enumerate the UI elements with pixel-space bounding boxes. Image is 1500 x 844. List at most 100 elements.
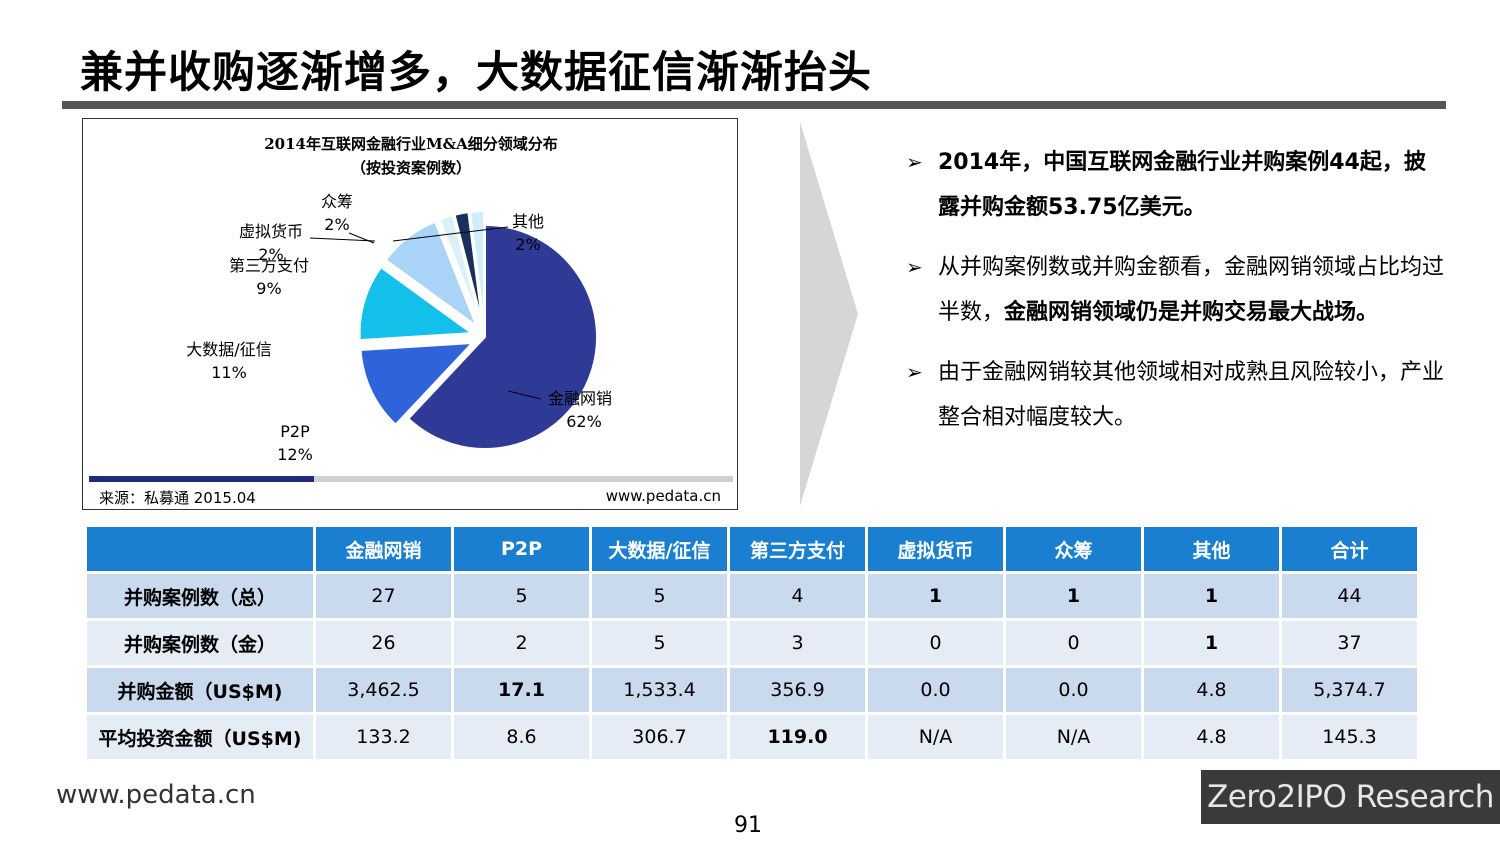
table-cell: 0.0 <box>868 668 1003 712</box>
slice-percent-label: 9% <box>256 279 281 298</box>
table-cell: 306.7 <box>592 715 727 759</box>
page-number: 91 <box>734 813 762 838</box>
table-cell: 1 <box>1144 574 1279 618</box>
row-header: 并购案例数（金） <box>87 621 313 665</box>
column-header: P2P <box>454 527 589 571</box>
bullet-item: ➢ 由于金融网销较其他领域相对成熟且风险较小，产业整合相对幅度较大。 <box>906 350 1446 440</box>
table-cell: 5 <box>592 621 727 665</box>
slice-percent-label: 2% <box>258 245 283 264</box>
table-cell: 5 <box>454 574 589 618</box>
chart-title: 2014年互联网金融行业M&A细分领域分布 <box>264 135 558 153</box>
table-cell: 27 <box>316 574 451 618</box>
table-cell: 1,533.4 <box>592 668 727 712</box>
bullet-text: 从并购案例数或并购金额看，金融网销领域占比均过半数， <box>938 255 1445 325</box>
pie-slice <box>468 210 486 324</box>
table-cell: 37 <box>1282 621 1417 665</box>
table-cell: 1 <box>868 574 1003 618</box>
slice-percent-label: 2% <box>515 235 540 254</box>
slice-label: 大数据/征信 <box>186 340 271 359</box>
bullet-list: ➢ 2014年，中国互联网金融行业并购案例44起，披露并购金额53.75亿美元。 ➢… <box>906 140 1446 455</box>
table-cell: 356.9 <box>730 668 865 712</box>
table-cell: N/A <box>868 715 1003 759</box>
table-cell: 4.8 <box>1144 715 1279 759</box>
column-header: 第三方支付 <box>730 527 865 571</box>
table-cell: 5 <box>592 574 727 618</box>
bullet-text: 金融网销领域仍是并购交易最大战场。 <box>1004 300 1379 325</box>
table-cell: 3,462.5 <box>316 668 451 712</box>
bullet-text: 由于金融网销较其他领域相对成熟且风险较小，产业整合相对幅度较大。 <box>938 360 1445 430</box>
table-cell: 1 <box>1144 621 1279 665</box>
table-cell: 3 <box>730 621 865 665</box>
brand-logo: Zero2IPO Research <box>1201 770 1500 824</box>
table-row: 并购金额（US$M) 3,462.5 17.1 1,533.4 356.9 0.… <box>87 668 1417 712</box>
table-cell: 0 <box>1006 621 1141 665</box>
pie-slice <box>359 341 475 427</box>
leader-line <box>392 226 509 242</box>
footer-url: www.pedata.cn <box>56 780 256 810</box>
table-cell: 133.2 <box>316 715 451 759</box>
chart-source: 来源：私募通 2015.04 <box>99 489 256 507</box>
chevron-arrow-icon <box>800 122 858 506</box>
chart-subtitle: （按投资案例数） <box>350 159 471 177</box>
chart-source-url: www.pedata.cn <box>605 487 721 505</box>
table-cell: 8.6 <box>454 715 589 759</box>
arrow-bullet-icon: ➢ <box>906 255 923 279</box>
row-header: 平均投资金额（US$M) <box>87 715 313 759</box>
bullet-text: 2014年，中国互联网金融行业并购案例44起，披露并购金额53.75亿美元。 <box>938 150 1426 220</box>
column-header: 虚拟货币 <box>868 527 1003 571</box>
arrow-bullet-icon: ➢ <box>906 150 923 174</box>
table-cell: 4.8 <box>1144 668 1279 712</box>
slice-label: P2P <box>280 422 310 441</box>
pie-chart: 金融网销 62% P2P 12% 大数据/征信 11% 第三方支付 9% 虚拟货币 2% 众筹 2% 其… <box>186 192 612 464</box>
table-row: 平均投资金额（US$M) 133.2 8.6 306.7 119.0 N/A N… <box>87 715 1417 759</box>
table-row: 并购案例数（金） 26 2 5 3 0 0 1 37 <box>87 621 1417 665</box>
row-header: 并购案例数（总） <box>87 574 313 618</box>
table-row: 并购案例数（总） 27 5 5 4 1 1 1 44 <box>87 574 1417 618</box>
table-header-row: 金融网销 P2P 大数据/征信 第三方支付 虚拟货币 众筹 其他 合计 <box>87 527 1417 571</box>
leader-line <box>348 232 375 244</box>
arrow-bullet-icon: ➢ <box>906 360 923 384</box>
slice-percent-label: 11% <box>211 363 247 382</box>
table-cell: 17.1 <box>454 668 589 712</box>
bullet-item: ➢ 2014年，中国互联网金融行业并购案例44起，披露并购金额53.75亿美元。 <box>906 140 1446 230</box>
slice-label: 金融网销 <box>548 389 612 408</box>
slice-label: 第三方支付 <box>229 256 309 275</box>
slice-percent-label: 62% <box>566 412 602 431</box>
column-header: 其他 <box>1144 527 1279 571</box>
pie-slice <box>453 211 484 324</box>
table-corner-cell <box>87 527 313 571</box>
slide-title: 兼并收购逐渐增多，大数据征信渐渐抬头 <box>80 48 872 98</box>
pie-slice <box>406 223 598 450</box>
bullet-item: ➢ 从并购案例数或并购金额看，金融网销领域占比均过半数，金融网销领域仍是并购交易最… <box>906 245 1446 335</box>
row-header: 并购金额（US$M) <box>87 668 313 712</box>
ma-data-table: 金融网销 P2P 大数据/征信 第三方支付 虚拟货币 众筹 其他 合计 并购案例… <box>84 524 1420 762</box>
table-cell: 145.3 <box>1282 715 1417 759</box>
table-cell: 0 <box>868 621 1003 665</box>
slice-label: 其他 <box>512 212 544 231</box>
table-cell: N/A <box>1006 715 1141 759</box>
table-cell: 4 <box>730 574 865 618</box>
title-divider <box>62 101 1446 109</box>
pie-slice <box>358 265 475 342</box>
table-cell: 1 <box>1006 574 1141 618</box>
slice-label: 众筹 <box>321 192 353 211</box>
pie-slice <box>438 213 482 325</box>
slice-percent-label: 12% <box>277 445 313 464</box>
leader-line <box>507 390 542 400</box>
table-cell: 2 <box>454 621 589 665</box>
slice-label: 虚拟货币 <box>239 222 303 241</box>
table-cell: 0.0 <box>1006 668 1141 712</box>
pie-slice <box>384 220 479 329</box>
leader-line <box>309 237 376 242</box>
slice-percent-label: 2% <box>324 215 349 234</box>
source-divider <box>89 476 733 482</box>
table-cell: 44 <box>1282 574 1417 618</box>
column-header: 金融网销 <box>316 527 451 571</box>
column-header: 大数据/征信 <box>592 527 727 571</box>
table-cell: 26 <box>316 621 451 665</box>
column-header: 合计 <box>1282 527 1417 571</box>
table-cell: 5,374.7 <box>1282 668 1417 712</box>
table-cell: 119.0 <box>730 715 865 759</box>
pie-chart-panel: 2014年互联网金融行业M&A细分领域分布 （按投资案例数） 金融网销 62% P2… <box>82 118 738 510</box>
column-header: 众筹 <box>1006 527 1141 571</box>
